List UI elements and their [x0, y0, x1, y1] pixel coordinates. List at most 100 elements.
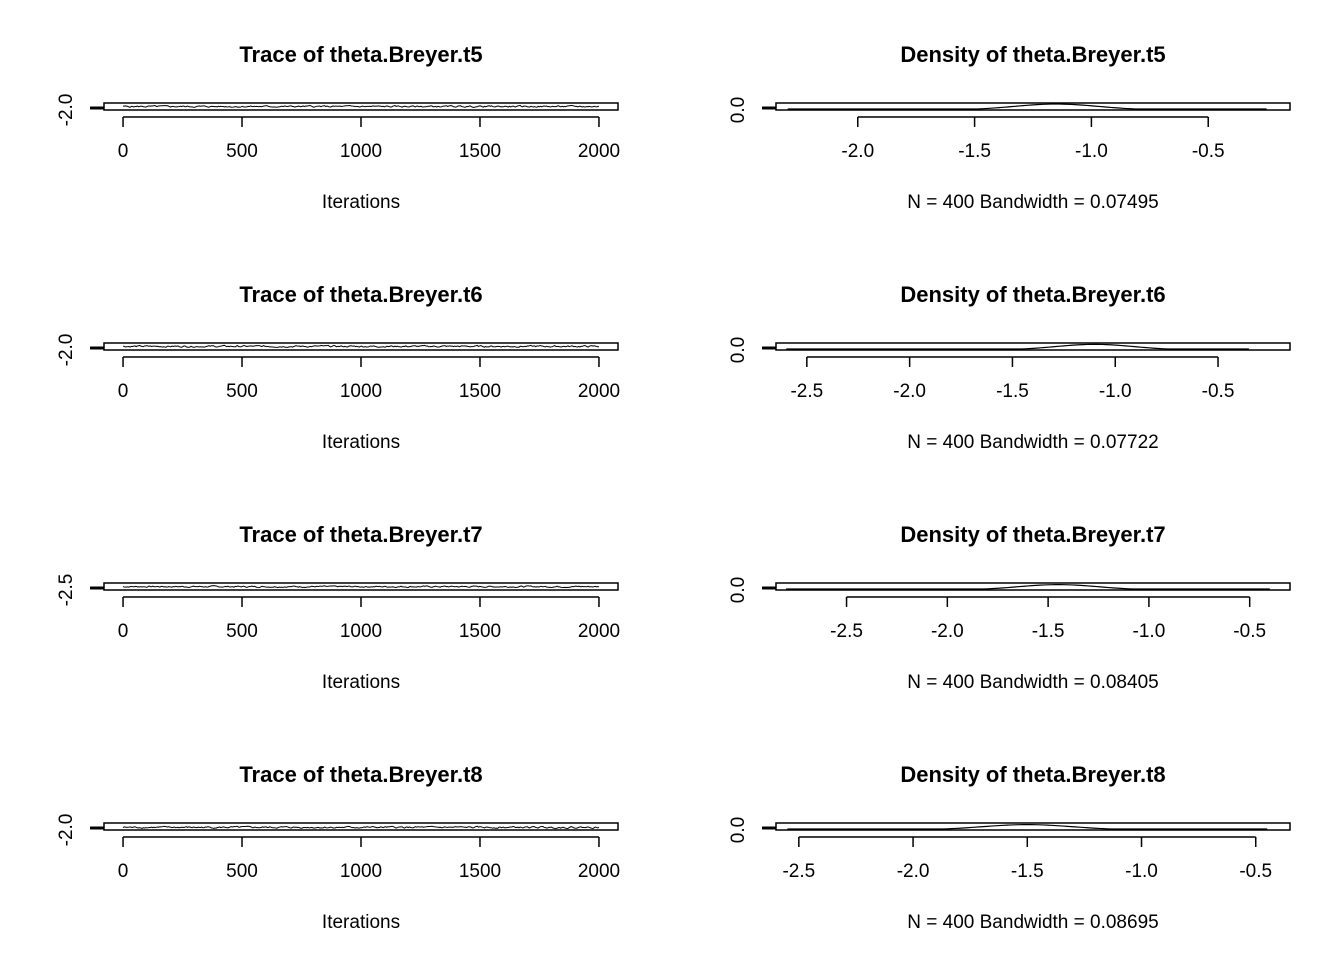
x-axis-label: N = 400 Bandwidth = 0.08405: [907, 672, 1158, 693]
x-tick-label: 1000: [340, 381, 382, 402]
x-tick-label: 0: [118, 141, 129, 162]
trace-panel-t8: Trace of theta.Breyer.t8 0 500 1000 1500 200…: [56, 762, 620, 933]
x-axis: 0 500 1000 1500 2000: [118, 356, 620, 402]
density-curve: [787, 824, 1268, 830]
density-line: [786, 343, 1249, 350]
y-axis: -2.0: [56, 334, 104, 367]
x-tick-label: -0.5: [1202, 381, 1235, 402]
trace-line: [122, 104, 600, 108]
x-axis: -2.0 -1.5 -1.0 -0.5: [841, 116, 1225, 162]
x-axis-label: N = 400 Bandwidth = 0.07722: [907, 432, 1158, 453]
x-tick-label: -2.5: [782, 861, 815, 882]
trace-panel-t7: Trace of theta.Breyer.t7 0 500 1000 1500 200…: [56, 522, 620, 693]
trace-series: [122, 585, 600, 589]
density-line: [786, 584, 1270, 590]
x-axis: 0 500 1000 1500 2000: [118, 596, 620, 642]
x-tick-label: 0: [118, 621, 129, 642]
y-tick-label: -2.0: [56, 814, 77, 847]
trace-line: [122, 344, 600, 348]
x-tick-label: 1000: [340, 861, 382, 882]
x-tick-label: -1.5: [1032, 621, 1065, 642]
density-panel-t6: Density of theta.Breyer.t6 -2.5 -2.0 -1.5-…: [728, 282, 1291, 453]
trace-line: [122, 825, 600, 830]
y-axis: 0.0: [728, 577, 776, 603]
x-axis: 0 500 1000 1500 2000: [118, 836, 620, 882]
x-axis: 0 500 1000 1500 2000: [118, 116, 620, 162]
trace-line: [122, 585, 600, 589]
x-axis-label: Iterations: [322, 672, 400, 693]
x-tick-label: 500: [226, 141, 258, 162]
density-line: [787, 824, 1268, 830]
trace-panel-t5: Trace of theta.Breyer.t5 0 500 1000 1500 200…: [56, 42, 620, 213]
x-tick-label: -2.0: [841, 141, 874, 162]
panel-title: Trace of theta.Breyer.t7: [239, 522, 482, 547]
x-tick-label: -0.5: [1192, 141, 1225, 162]
x-tick-label: -1.5: [958, 141, 991, 162]
y-axis: 0.0: [728, 337, 776, 363]
x-tick-label: -1.0: [1075, 141, 1108, 162]
density-curve: [787, 103, 1267, 110]
x-tick-label: -1.5: [1011, 861, 1044, 882]
y-axis: 0.0: [728, 97, 776, 123]
y-axis: 0.0: [728, 817, 776, 843]
panel-title: Density of theta.Breyer.t5: [900, 42, 1165, 67]
x-axis: -2.5 -2.0 -1.5 -1.0 -0.5: [782, 836, 1272, 882]
x-tick-label: 1500: [459, 141, 501, 162]
x-axis-label: N = 400 Bandwidth = 0.07495: [907, 192, 1158, 213]
panel-title: Trace of theta.Breyer.t5: [239, 42, 482, 67]
y-tick-label: -2.5: [56, 574, 77, 607]
y-tick-label: 0.0: [728, 817, 749, 843]
x-tick-label: -2.0: [931, 621, 964, 642]
x-tick-label: 0: [118, 861, 129, 882]
panel-title: Density of theta.Breyer.t8: [900, 762, 1165, 787]
y-tick-label: 0.0: [728, 337, 749, 363]
density-curve: [786, 584, 1270, 590]
x-tick-label: -2.5: [830, 621, 863, 642]
density-panel-t7: Density of theta.Breyer.t7 -2.5 -2.0 -1.5-…: [728, 522, 1291, 693]
x-axis-label: Iterations: [322, 912, 400, 933]
y-axis: -2.0: [56, 814, 104, 847]
panel-title: Trace of theta.Breyer.t6: [239, 282, 482, 307]
trace-series: [122, 104, 600, 108]
y-tick-label: 0.0: [728, 577, 749, 603]
x-tick-label: 500: [226, 381, 258, 402]
x-tick-label: -1.0: [1125, 861, 1158, 882]
x-tick-label: 2000: [578, 861, 620, 882]
x-tick-label: -2.5: [790, 381, 823, 402]
density-curve: [786, 343, 1249, 350]
x-axis-label: N = 400 Bandwidth = 0.08695: [907, 912, 1158, 933]
trace-panel-t6: Trace of theta.Breyer.t6 0 500 1000 1500 200…: [56, 282, 620, 453]
trace-series: [122, 344, 600, 348]
x-tick-label: 2000: [578, 381, 620, 402]
x-tick-label: 2000: [578, 141, 620, 162]
x-tick-label: 500: [226, 861, 258, 882]
density-line: [787, 103, 1267, 110]
x-axis: -2.5 -2.0 -1.5 -1.0 -0.5: [830, 596, 1266, 642]
x-tick-label: 1000: [340, 141, 382, 162]
x-axis: -2.5 -2.0 -1.5 -1.0 -0.5: [790, 356, 1235, 402]
x-tick-label: 1500: [459, 621, 501, 642]
y-tick-label: -2.0: [56, 334, 77, 367]
x-tick-label: -2.0: [893, 381, 926, 402]
y-tick-label: -2.0: [56, 94, 77, 127]
x-axis-label: Iterations: [322, 432, 400, 453]
panel-title: Density of theta.Breyer.t6: [900, 282, 1165, 307]
x-tick-label: 2000: [578, 621, 620, 642]
panel-title: Density of theta.Breyer.t7: [900, 522, 1165, 547]
trace-series: [122, 825, 600, 830]
x-tick-label: -2.0: [897, 861, 930, 882]
x-tick-label: -1.0: [1133, 621, 1166, 642]
x-tick-label: -0.5: [1233, 621, 1266, 642]
x-tick-label: 1500: [459, 381, 501, 402]
x-tick-label: -1.0: [1099, 381, 1132, 402]
x-tick-label: 500: [226, 621, 258, 642]
x-tick-label: -0.5: [1239, 861, 1272, 882]
y-axis: -2.0: [56, 94, 104, 127]
density-panel-t8: Density of theta.Breyer.t8 -2.5 -2.0 -1.5-…: [728, 762, 1291, 933]
density-panel-t5: Density of theta.Breyer.t5 -2.0 -1.5 -1.0-…: [728, 42, 1291, 213]
x-axis-label: Iterations: [322, 192, 400, 213]
panel-title: Trace of theta.Breyer.t8: [239, 762, 482, 787]
x-tick-label: 1000: [340, 621, 382, 642]
x-tick-label: -1.5: [996, 381, 1029, 402]
